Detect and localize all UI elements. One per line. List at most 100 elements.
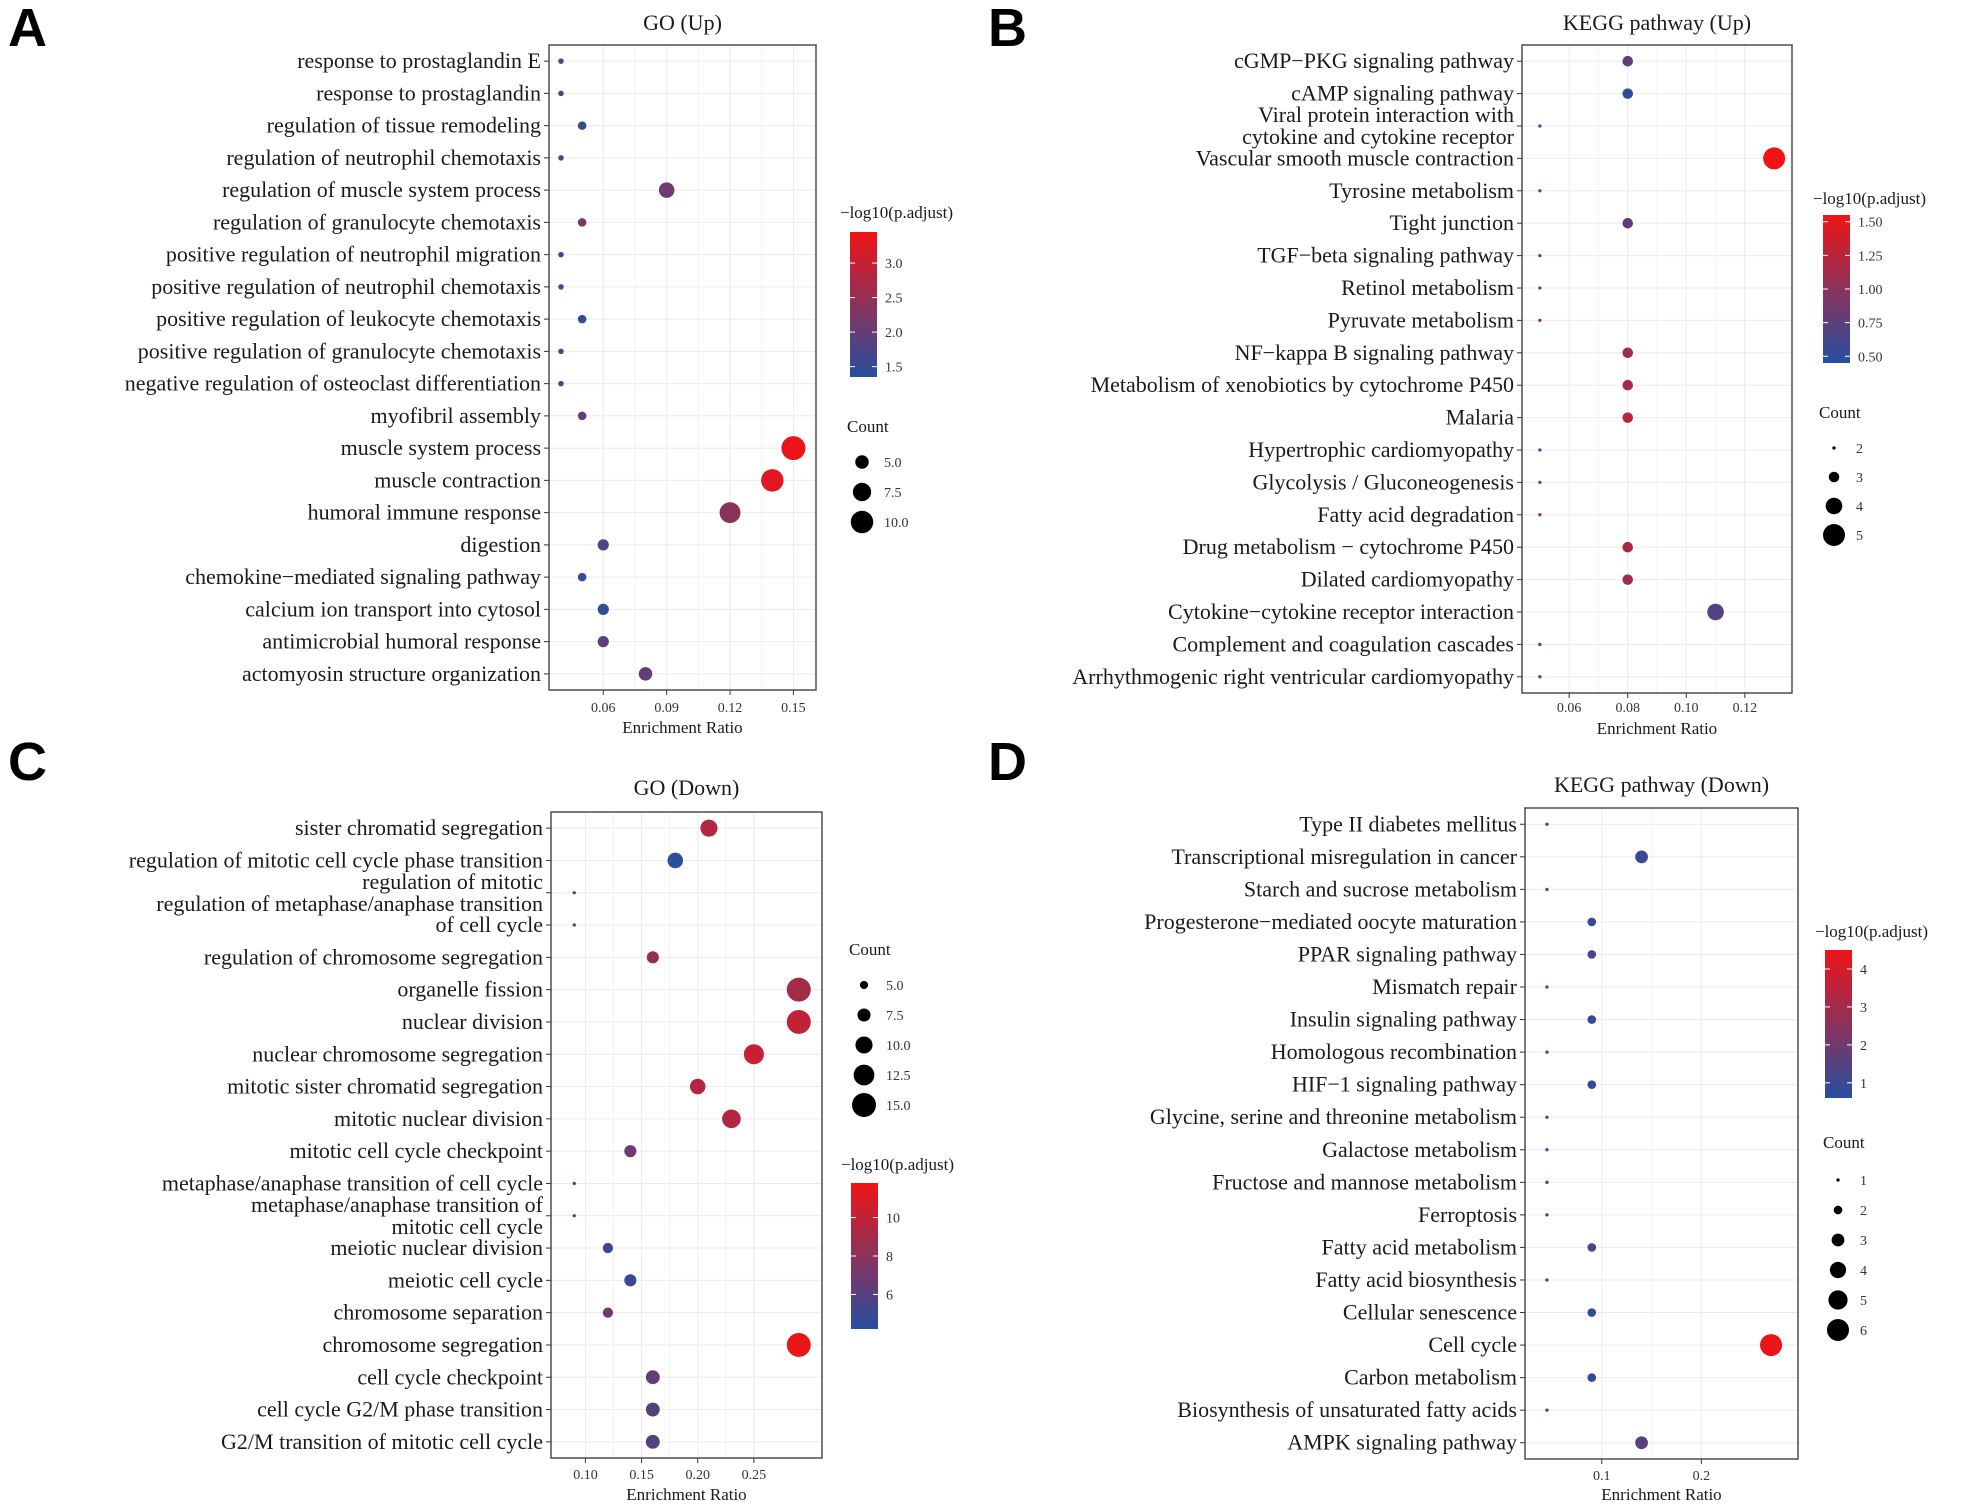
data-point xyxy=(1538,448,1542,452)
size-legend-label: 3 xyxy=(1860,1234,1867,1249)
category-label: Starch and sucrose metabolism xyxy=(1244,876,1517,901)
x-axis-title: Enrichment Ratio xyxy=(1597,719,1717,738)
category-label: positive regulation of neutrophil chemot… xyxy=(151,274,541,299)
size-legend-dot xyxy=(1829,1261,1847,1279)
category-label: Fatty acid biosynthesis xyxy=(1315,1267,1517,1292)
size-legend-title: Count xyxy=(847,417,889,436)
color-bar xyxy=(850,232,877,377)
color-legend: −log10(p.adjust) 0.50 0.75 1.00 1.25 1.50 xyxy=(1813,189,1926,365)
color-legend: −log10(p.adjust) 6 8 10 xyxy=(841,1155,954,1329)
category-label: Biosynthesis of unsaturated fatty acids xyxy=(1177,1397,1517,1422)
color-tick-label: 1.25 xyxy=(1858,249,1883,264)
color-legend: −log10(p.adjust) 1.5 2.0 2.5 3.0 xyxy=(840,203,953,377)
data-point xyxy=(1760,1334,1783,1357)
color-tick-label: 2 xyxy=(1860,1039,1867,1054)
data-point xyxy=(1622,574,1633,585)
category-label: Carbon metabolism xyxy=(1344,1365,1517,1390)
color-tick-label: 0.75 xyxy=(1858,317,1883,332)
category-label: HIF−1 signaling pathway xyxy=(1292,1072,1517,1097)
data-point xyxy=(1545,822,1549,826)
data-point xyxy=(638,667,653,681)
data-point xyxy=(743,1044,764,1065)
x-tick-label: 0.12 xyxy=(1733,701,1758,716)
size-legend-label: 4 xyxy=(1860,1264,1867,1279)
data-point xyxy=(1538,675,1542,679)
data-point xyxy=(1707,603,1724,621)
category-label: Glycolysis / Gluconeogenesis xyxy=(1252,469,1514,494)
size-legend-label: 5 xyxy=(1860,1294,1867,1309)
panel-b: B xyxy=(988,0,1027,58)
size-legend-dot xyxy=(859,980,869,990)
category-label: response to prostaglandin E xyxy=(297,48,541,73)
x-axis-title: Enrichment Ratio xyxy=(622,718,742,737)
data-point xyxy=(1622,541,1633,553)
data-point xyxy=(558,90,564,97)
data-point xyxy=(761,469,784,492)
color-tick-label: 10 xyxy=(886,1212,900,1227)
size-legend-label: 5.0 xyxy=(886,979,904,994)
size-legend-label: 6 xyxy=(1860,1324,1867,1339)
category-label: mitotic sister chromatid segregation xyxy=(227,1074,543,1099)
category-label: Progesterone−mediated oocyte maturation xyxy=(1144,909,1517,934)
x-tick-label: 0.10 xyxy=(1674,701,1699,716)
chart-title: KEGG pathway (Up) xyxy=(1563,10,1751,35)
color-legend-title: −log10(p.adjust) xyxy=(1815,922,1928,941)
size-legend-label: 3 xyxy=(1856,471,1863,486)
color-tick-label: 1.5 xyxy=(885,361,903,376)
size-legend-label: 12.5 xyxy=(886,1069,911,1084)
size-legend-dot xyxy=(1836,1178,1840,1182)
category-label: regulation of muscle system process xyxy=(222,177,541,202)
category-label: Fructose and mannose metabolism xyxy=(1212,1169,1517,1194)
data-point xyxy=(1545,1408,1549,1412)
x-axis: 0.10 0.15 0.20 0.25 Enrichment Ratio xyxy=(573,1458,766,1504)
panel-a-letter: A xyxy=(8,0,47,58)
data-point xyxy=(558,251,564,258)
category-label: Mismatch repair xyxy=(1372,974,1517,999)
data-point xyxy=(577,572,587,582)
data-point xyxy=(572,1214,576,1218)
size-legend-dot xyxy=(852,482,872,502)
category-label: regulation of mitotic cell cycle phase t… xyxy=(129,847,543,872)
category-label: cell cycle G2/M phase transition xyxy=(257,1397,543,1422)
x-tick-label: 0.1 xyxy=(1593,1469,1611,1484)
category-label: Arrhythmogenic right ventricular cardiom… xyxy=(1072,664,1514,689)
data-point xyxy=(1538,642,1542,647)
data-points xyxy=(1538,55,1786,679)
x-axis: 0.06 0.08 0.10 0.12 Enrichment Ratio xyxy=(1557,693,1757,738)
data-point xyxy=(624,1145,637,1158)
size-legend: Count 5.0 7.5 10.0 xyxy=(847,417,909,534)
category-label: Cell cycle xyxy=(1428,1332,1517,1357)
category-label: myofibril assembly xyxy=(371,403,541,428)
size-legend-dot xyxy=(1831,1233,1845,1247)
data-point xyxy=(572,923,576,927)
category-label: Transcriptional misregulation in cancer xyxy=(1171,844,1517,869)
category-label: PPAR signaling pathway xyxy=(1298,941,1517,966)
data-point xyxy=(1538,480,1542,485)
color-legend-title: −log10(p.adjust) xyxy=(840,203,953,222)
x-tick-label: 0.15 xyxy=(781,701,806,716)
data-point xyxy=(1545,1180,1549,1184)
category-label: muscle system process xyxy=(341,435,541,460)
chart-title: GO (Down) xyxy=(634,775,740,800)
x-tick-label: 0.25 xyxy=(742,1468,767,1483)
color-tick-label: 3 xyxy=(1860,1001,1867,1016)
panel-c-letter: C xyxy=(8,732,47,792)
color-tick-label: 1.50 xyxy=(1858,216,1883,231)
category-label: Galactose metabolism xyxy=(1322,1137,1517,1162)
category-label: Tyrosine metabolism xyxy=(1329,178,1514,203)
data-point xyxy=(689,1078,706,1095)
chart-d: KEGG pathway (Down) Type II diabetes mell… xyxy=(1144,772,1928,1504)
panel-b-letter: B xyxy=(988,0,1027,58)
y-axis-labels: Type II diabetes mellitus Transcriptional… xyxy=(1144,811,1525,1455)
data-point xyxy=(786,977,811,1002)
size-legend-title: Count xyxy=(849,940,891,959)
data-point xyxy=(1587,1080,1597,1089)
data-point xyxy=(1587,950,1597,959)
category-label: regulation of chromosome segregation xyxy=(204,944,543,969)
category-label: meiotic nuclear division xyxy=(330,1235,543,1260)
data-point xyxy=(1587,1308,1597,1317)
panel-d-letter: D xyxy=(988,732,1027,792)
size-legend-label: 10.0 xyxy=(886,1039,911,1054)
